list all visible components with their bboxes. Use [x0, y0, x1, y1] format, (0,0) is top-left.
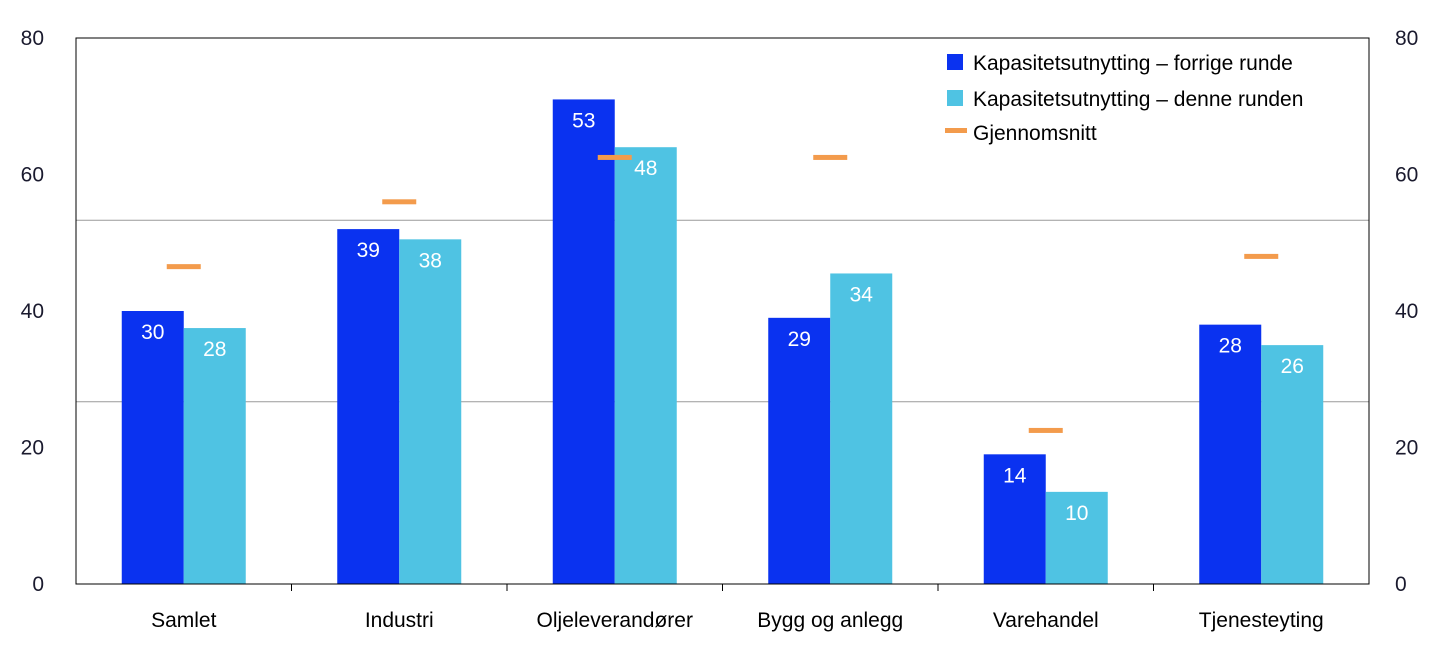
- average-marker: [597, 154, 632, 160]
- average-marker: [1028, 427, 1063, 433]
- y-tick-label: 40: [21, 300, 44, 323]
- plot-frame: [75, 37, 1370, 591]
- bar-data-label: 38: [419, 249, 442, 272]
- legend-swatch-series-1: [947, 54, 963, 70]
- x-tick-label: Bygg og anlegg: [757, 609, 903, 632]
- bar-series-1: [552, 99, 615, 585]
- y2-tick-label: 20: [1395, 437, 1418, 460]
- data-labels: 30 28 39 38 53 48 29 34 14 10 28 26: [141, 109, 1304, 524]
- y-tick-label: 60: [21, 164, 44, 187]
- bar-data-label: 29: [788, 328, 811, 351]
- bar-series-2: [830, 273, 893, 584]
- legend-swatch-average: [945, 128, 967, 133]
- y2-tick-label: 60: [1395, 164, 1418, 187]
- legend-swatch-series-2: [947, 90, 963, 106]
- gridlines: [76, 219, 1369, 403]
- bar-data-label: 28: [203, 338, 226, 361]
- bar-series-2: [399, 239, 462, 584]
- y-tick-label: 80: [21, 27, 44, 50]
- bar-series-1: [121, 311, 184, 584]
- y-axis-right: 0 20 40 60 80: [1395, 27, 1418, 596]
- plot-border: [75, 37, 1370, 585]
- bars: [121, 99, 1324, 585]
- x-tick-label: Samlet: [151, 609, 217, 632]
- average-marker: [813, 154, 848, 160]
- bar-series-1: [983, 454, 1046, 584]
- legend: Kapasitetsutnytting – forrige runde Kapa…: [945, 52, 1303, 145]
- legend-label-average: Gjennomsnitt: [973, 122, 1097, 145]
- bar-series-1: [768, 317, 831, 584]
- y-tick-label: 0: [32, 573, 44, 596]
- x-tick-label: Varehandel: [993, 609, 1099, 632]
- bar-data-label: 28: [1219, 335, 1242, 358]
- legend-label-series-2: Kapasitetsutnytting – denne runden: [973, 88, 1303, 111]
- bar-data-label: 26: [1281, 355, 1304, 378]
- y2-tick-label: 0: [1395, 573, 1407, 596]
- average-marker: [1244, 253, 1279, 259]
- bar-series-2: [1045, 491, 1108, 584]
- x-tick-label: Tjenesteyting: [1199, 609, 1324, 632]
- bar-data-label: 14: [1003, 464, 1027, 487]
- average-marker: [382, 199, 417, 205]
- legend-label-series-1: Kapasitetsutnytting – forrige runde: [973, 52, 1293, 75]
- y2-tick-label: 40: [1395, 300, 1418, 323]
- average-markers: [166, 154, 1279, 433]
- bar-series-2: [1261, 345, 1324, 584]
- y-tick-label: 20: [21, 437, 44, 460]
- x-axis: Samlet Industri Oljeleverandører Bygg og an…: [151, 609, 1324, 632]
- bar-data-label: 39: [357, 239, 380, 262]
- y-axis-left: 0 20 40 60 80: [21, 27, 44, 596]
- bar-data-label: 10: [1065, 502, 1088, 525]
- bar-series-2: [614, 147, 677, 584]
- average-marker: [166, 264, 201, 270]
- bar-data-label: 53: [572, 109, 595, 132]
- y2-tick-label: 80: [1395, 27, 1418, 50]
- bar-series-1: [337, 229, 400, 584]
- x-tick-label: Oljeleverandører: [537, 609, 693, 632]
- bar-data-label: 48: [634, 157, 657, 180]
- bar-series-2: [183, 328, 246, 584]
- bar-data-label: 30: [141, 321, 164, 344]
- bar-data-label: 34: [850, 283, 874, 306]
- x-tick-label: Industri: [365, 609, 434, 632]
- bar-series-1: [1199, 324, 1262, 584]
